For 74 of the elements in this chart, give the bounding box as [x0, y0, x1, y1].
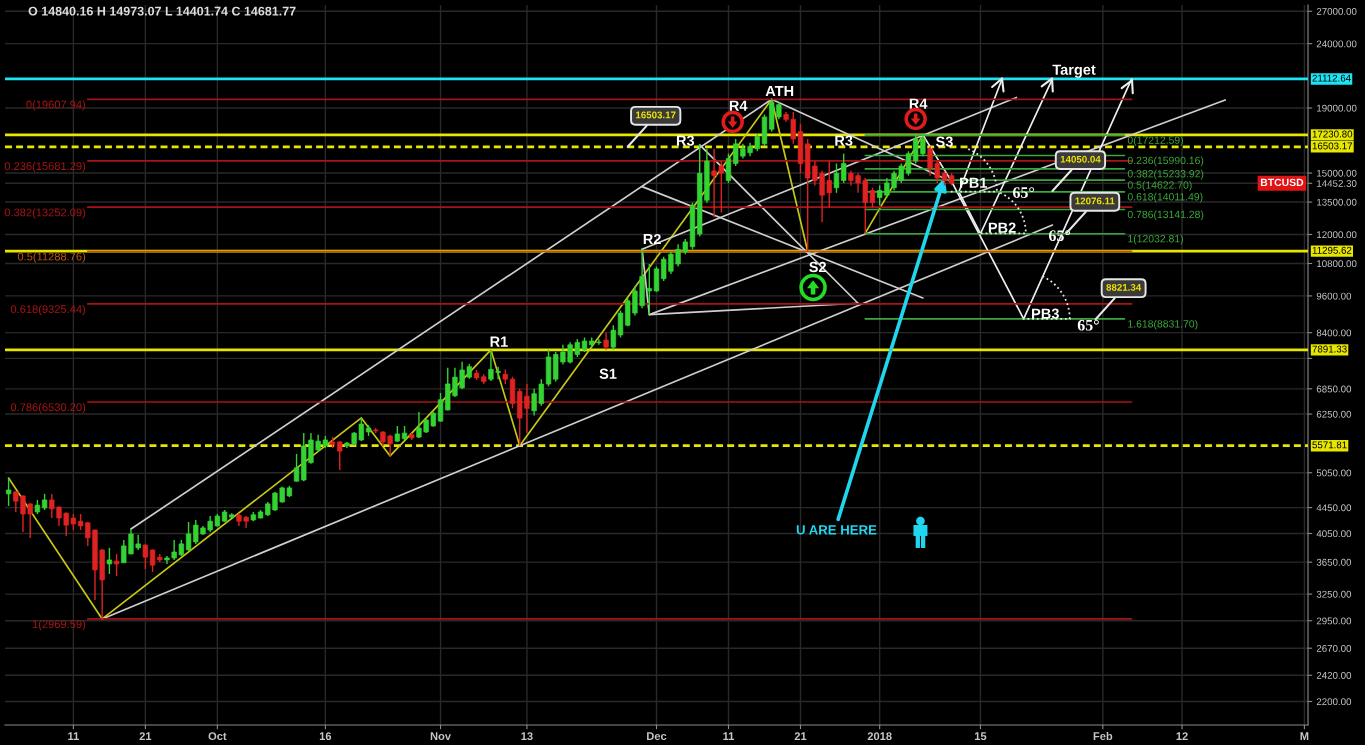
annotation: R3: [676, 135, 695, 146]
y-tick-label: 10800.00: [1317, 260, 1357, 268]
annotation: PB3: [1032, 308, 1059, 319]
y-tick-label: 27000.00: [1316, 7, 1357, 15]
y-tick-label: 9600.00: [1316, 292, 1352, 300]
annotation: Target: [1052, 64, 1096, 78]
ref-line-label: 11295.62: [1312, 246, 1352, 254]
x-tick-label: 11: [68, 732, 79, 740]
x-tick-label: 15: [974, 732, 987, 741]
y-tick-label: 13500.00: [1317, 198, 1357, 206]
annotation: 12076.11: [1075, 197, 1115, 205]
y-tick-label: 6850.00: [1316, 385, 1352, 393]
annotation: R1: [490, 336, 508, 347]
series-label: 0.5(14622.70): [1127, 181, 1192, 191]
y-tick-label: 8400.00: [1316, 329, 1352, 337]
y-tick-label: 19000.00: [1317, 104, 1357, 112]
y-tick-label: 2950.00: [1316, 617, 1352, 625]
series-label: 0(19607.94): [26, 100, 86, 111]
y-tick-label: 5050.00: [1316, 469, 1352, 477]
x-tick-label: 21: [139, 732, 152, 740]
y-tick-label: 15000.00: [1317, 169, 1357, 177]
series-label: 0.618(9325.44): [10, 304, 86, 316]
annotation: 16503.17: [636, 111, 676, 119]
annotation: U ARE HERE: [796, 525, 877, 535]
annotation: O 14840.16 H 14973.07 L 14401.74 C 14681.77: [28, 6, 296, 16]
series-label: 0.618(14011.49): [1127, 192, 1203, 203]
y-tick-label: 2200.00: [1316, 698, 1352, 706]
annotation: 14050.04: [1060, 155, 1101, 163]
annotation: R2: [643, 233, 661, 245]
x-tick-label: Feb: [1093, 731, 1113, 741]
y-tick-label: 24000.00: [1316, 40, 1357, 48]
x-tick-label: 21: [794, 732, 807, 740]
ref-line-label: 17230.80: [1312, 130, 1353, 138]
x-tick-label: 16: [319, 732, 332, 741]
ref-line-label: 21112.64: [1312, 74, 1351, 82]
annotation: 65°: [1077, 319, 1099, 331]
series-label: 0.382(15233.92): [1127, 169, 1204, 180]
x-tick-label: 11: [723, 732, 735, 740]
annotation: BTCUSD: [1260, 178, 1304, 187]
x-tick-label: M: [1300, 732, 1309, 740]
annotation: R4: [729, 100, 748, 111]
series-label: 1(2969.59): [32, 619, 86, 631]
series-label: 0(17212.59): [1127, 136, 1183, 146]
y-tick-label: 6250.00: [1316, 410, 1352, 418]
annotation: ATH: [765, 86, 794, 97]
y-tick-label: 12000.00: [1317, 231, 1357, 239]
y-tick-label: 3250.00: [1316, 590, 1352, 598]
series-label: 0.5(11288.76): [17, 252, 86, 263]
series-label: 0.382(13252.09): [4, 208, 86, 219]
annotation: R3: [835, 135, 853, 146]
x-tick-label: 13: [521, 732, 533, 741]
series-label: 1.618(8831.70): [1128, 319, 1198, 330]
y-tick-label: 2670.00: [1316, 644, 1352, 652]
series-label: 0.786(6530.20): [10, 402, 86, 414]
annotation: S1: [599, 368, 617, 379]
annotation: 8821.34: [1106, 283, 1142, 291]
x-tick-label: 12: [1176, 732, 1188, 740]
x-tick-label: Nov: [430, 732, 451, 741]
x-tick-label: Oct: [208, 732, 227, 741]
y-tick-label: 4450.00: [1316, 504, 1352, 512]
series-label: 0.236(15681.29): [4, 161, 86, 173]
ref-line-label: 5571.81: [1312, 441, 1347, 449]
y-tick-label: 14452.30: [1317, 180, 1357, 187]
x-tick-label: 2018: [867, 732, 892, 741]
series-label: 0.786(13141.28): [1127, 210, 1204, 221]
series-label: 0.236(15990.16): [1127, 156, 1204, 167]
y-tick-label: 3650.00: [1316, 558, 1352, 566]
ref-line-label: 7891.33: [1312, 345, 1347, 353]
x-tick-label: Dec: [647, 732, 667, 741]
y-tick-label: 4050.00: [1316, 530, 1352, 538]
annotation: R4: [909, 98, 928, 109]
y-tick-label: 2420.00: [1316, 672, 1352, 679]
ref-line-label: 16503.17: [1312, 142, 1353, 150]
series-label: 1(12032.81): [1128, 234, 1183, 245]
